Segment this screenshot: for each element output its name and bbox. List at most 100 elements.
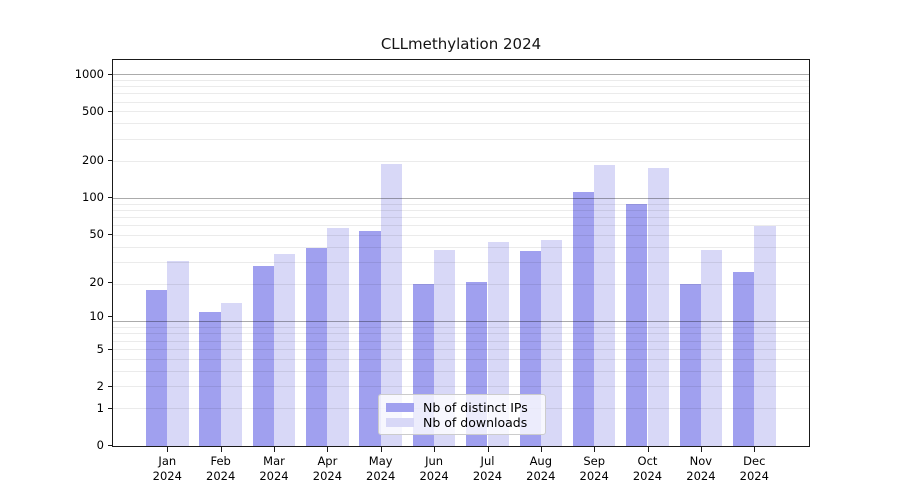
bar-downloads-jan: [167, 260, 189, 446]
x-tick-label-month: Oct: [637, 454, 658, 468]
bar-downloads-sep: [594, 164, 616, 446]
x-tick-label: Sep 2024: [564, 454, 624, 484]
x-tick-label-year: 2024: [206, 469, 236, 483]
y-tick-mark: [108, 197, 113, 199]
bar-downloads-feb: [220, 303, 242, 446]
bar-distinct-ips-jan: [146, 289, 168, 446]
x-tick-label-month: Jan: [158, 454, 177, 468]
bar-downloads-apr: [327, 228, 349, 446]
y-tick-mark: [108, 445, 113, 446]
x-tick-mark: [487, 447, 489, 452]
x-tick-label: Aug 2024: [511, 454, 571, 484]
x-tick-label: Jan 2024: [137, 454, 197, 484]
x-tick-label-year: 2024: [472, 469, 503, 483]
bar-downloads-may: [380, 163, 402, 446]
bar-distinct-ips-may: [359, 230, 381, 446]
x-tick-mark: [647, 447, 649, 452]
x-tick-label: May 2024: [351, 454, 411, 484]
x-tick-mark: [274, 447, 275, 452]
y-tick-label: 5: [96, 341, 104, 356]
legend: Nb of distinct IPs Nb of downloads: [378, 394, 546, 435]
bar-downloads-mar: [274, 254, 296, 446]
x-tick-mark: [327, 447, 329, 452]
x-tick-label-month: Mar: [263, 454, 285, 468]
bar-distinct-ips-dec: [733, 272, 755, 446]
x-tick-label-month: May: [368, 454, 393, 468]
legend-swatch-distinct-ips-icon: [386, 402, 414, 412]
y-tick-mark: [108, 74, 113, 76]
y-tick-label: 1000: [74, 67, 104, 82]
x-tick-label-month: Dec: [743, 454, 766, 468]
y-tick-label: 200: [82, 153, 104, 168]
legend-row-downloads: Nb of downloads: [386, 414, 537, 430]
x-tick-label-year: 2024: [152, 469, 182, 483]
y-tick-mark: [108, 233, 113, 235]
y-tick-mark: [108, 316, 113, 318]
x-tick-label-month: Aug: [529, 454, 553, 468]
x-tick-label: Oct 2024: [618, 454, 678, 484]
x-tick-label-month: Jun: [425, 454, 444, 468]
y-tick-label: 50: [89, 226, 104, 241]
x-tick-mark: [754, 447, 756, 452]
bar-distinct-ips-mar: [252, 266, 274, 446]
x-tick-label-year: 2024: [259, 469, 289, 483]
x-tick-label: Apr 2024: [297, 454, 357, 484]
x-tick-mark: [540, 447, 542, 452]
x-tick-label: Jun 2024: [404, 454, 464, 484]
bar-distinct-ips-oct: [626, 204, 648, 446]
x-tick-mark: [167, 447, 169, 452]
y-tick-mark: [108, 281, 113, 283]
x-tick-label-year: 2024: [312, 469, 343, 483]
x-tick-label-month: Sep: [583, 454, 606, 468]
x-tick-label-year: 2024: [526, 469, 556, 483]
bar-distinct-ips-feb: [199, 311, 221, 446]
bar-downloads-oct: [647, 167, 669, 446]
legend-label-downloads: Nb of downloads: [423, 414, 528, 430]
x-tick-label-month: Apr: [317, 454, 338, 468]
x-tick-mark: [700, 447, 702, 452]
y-tick-mark: [108, 111, 113, 113]
x-tick-mark: [434, 447, 436, 452]
x-tick-label: Mar 2024: [244, 454, 304, 484]
bars-layer: [113, 60, 809, 446]
x-tick-label-year: 2024: [366, 469, 396, 483]
x-tick-label-year: 2024: [579, 469, 609, 483]
y-tick-mark: [108, 348, 113, 350]
x-tick-mark: [220, 447, 222, 452]
y-tick-label: 2: [96, 379, 104, 393]
x-tick-label-month: Nov: [689, 454, 713, 468]
y-tick-mark: [108, 407, 113, 409]
x-tick-label-month: Jul: [480, 454, 495, 468]
x-tick-label-year: 2024: [632, 469, 663, 483]
legend-label-distinct-ips: Nb of distinct IPs: [423, 399, 528, 415]
bar-downloads-nov: [700, 249, 723, 446]
y-tick-mark: [108, 386, 113, 387]
y-tick-label: 500: [82, 104, 104, 119]
bar-distinct-ips-apr: [306, 248, 328, 446]
x-tick-label: Feb 2024: [191, 454, 251, 484]
y-tick-label: 1: [96, 400, 104, 415]
bar-distinct-ips-sep: [572, 192, 595, 446]
plot-area: Nb of distinct IPs Nb of downloads: [112, 59, 810, 447]
y-tick-mark: [108, 160, 113, 162]
legend-swatch-downloads-icon: [386, 417, 414, 427]
x-tick-label: Jul 2024: [458, 454, 518, 484]
chart-title: CLLmethylation 2024: [380, 35, 542, 53]
y-tick-label: 0: [96, 438, 104, 452]
y-tick-label: 100: [82, 190, 104, 205]
legend-row-distinct-ips: Nb of distinct IPs: [386, 399, 537, 415]
y-tick-label: 10: [89, 309, 104, 324]
x-tick-label-year: 2024: [739, 469, 769, 483]
bar-distinct-ips-nov: [679, 284, 701, 446]
x-tick-mark: [594, 447, 596, 452]
x-tick-mark: [380, 447, 382, 452]
x-tick-label-month: Feb: [210, 454, 231, 468]
x-tick-label-year: 2024: [419, 469, 449, 483]
y-tick-label: 20: [89, 274, 104, 289]
x-tick-label-year: 2024: [686, 469, 716, 483]
x-tick-label: Nov 2024: [671, 454, 731, 484]
bar-downloads-dec: [754, 226, 776, 446]
bar-downloads-aug: [540, 239, 563, 446]
x-tick-label: Dec 2024: [724, 454, 784, 484]
